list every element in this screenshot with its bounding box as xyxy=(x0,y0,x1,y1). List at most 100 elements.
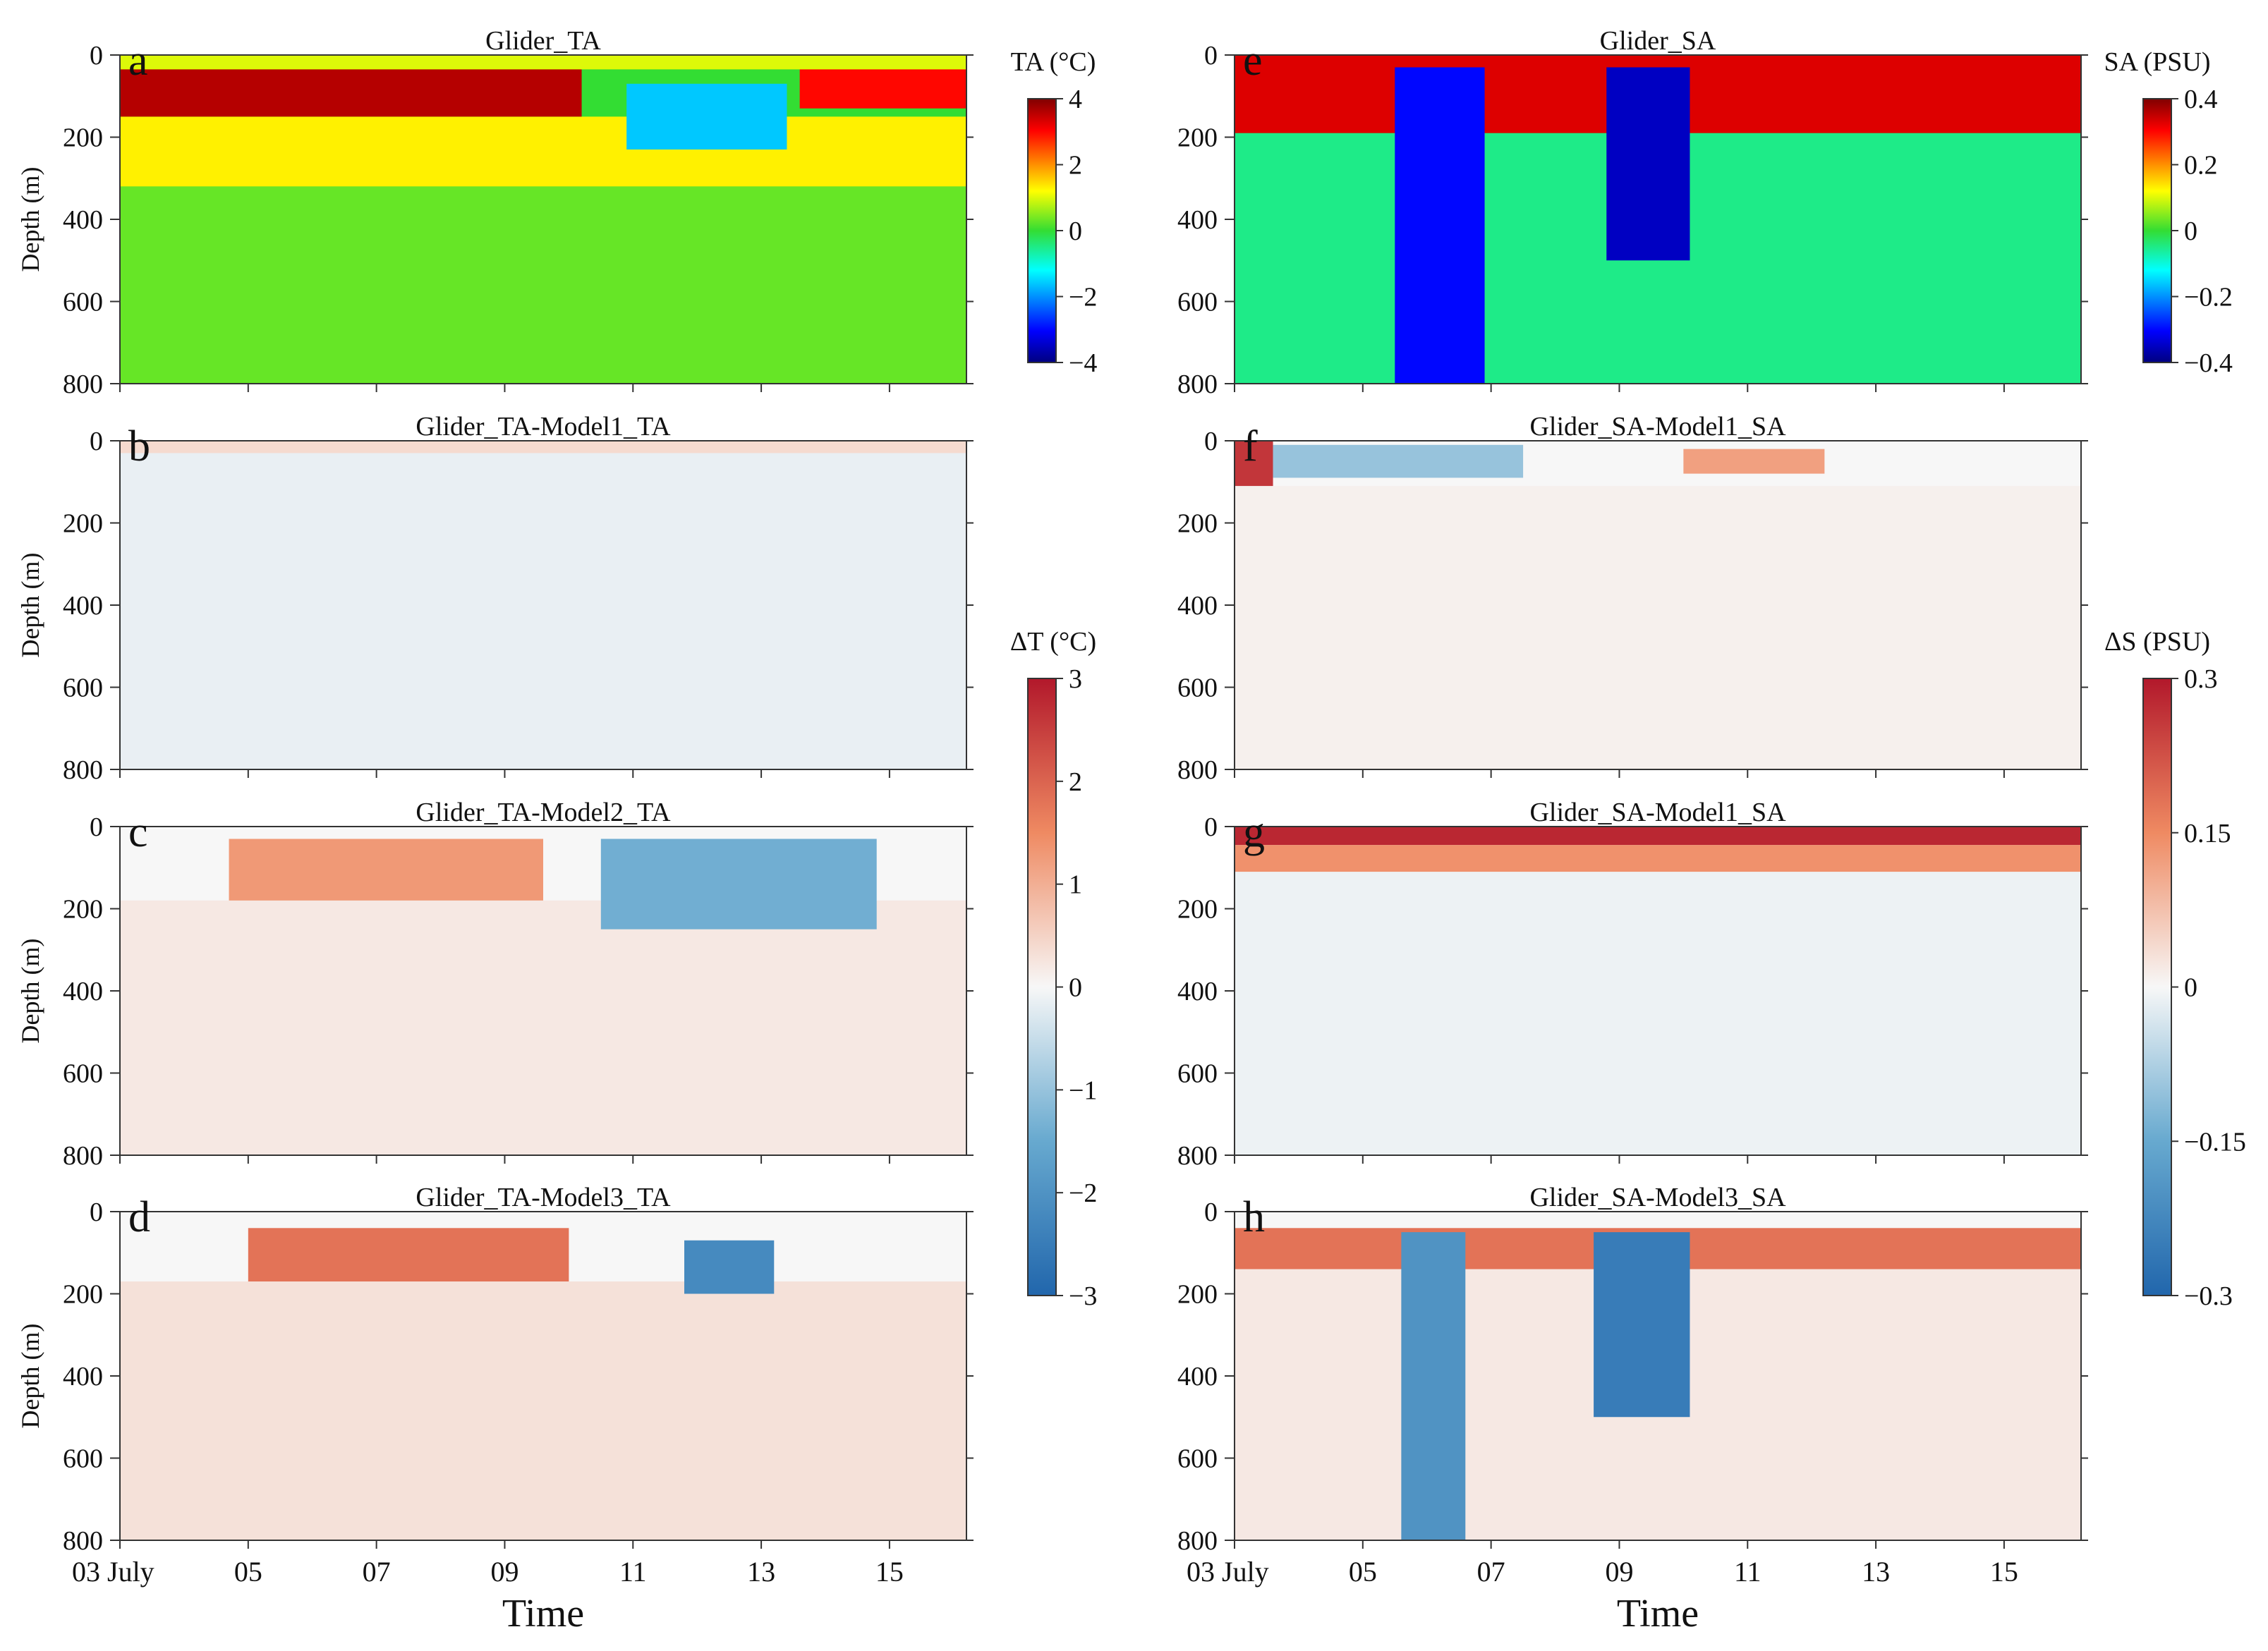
x-tick-label: 15 xyxy=(875,1556,904,1588)
heatmap-feature xyxy=(1401,1232,1466,1540)
x-tick-label: 09 xyxy=(1605,1556,1633,1588)
colorbar-label: TA (°C) xyxy=(1011,47,1096,77)
y-tick-label: 0 xyxy=(90,812,103,842)
x-tick-label: 07 xyxy=(1477,1556,1505,1588)
y-tick-label: 400 xyxy=(63,977,103,1006)
colorbar-label: ΔS (PSU) xyxy=(2104,627,2210,657)
y-tick-label: 400 xyxy=(63,205,103,235)
y-tick-label: 0 xyxy=(1204,427,1218,456)
y-tick-label: 600 xyxy=(1177,1444,1218,1474)
y-tick-label: 800 xyxy=(63,1141,103,1171)
panel-b: Glider_TA-Model1_TA b0 200 400 600 800 Depth (… xyxy=(16,412,974,785)
colorbar-tick-label: −0.4 xyxy=(2184,348,2233,378)
y-tick-label: 200 xyxy=(63,509,103,539)
heatmap-feature xyxy=(600,839,877,930)
heatmap-cells xyxy=(120,1212,966,1540)
y-tick-label: 0 xyxy=(90,41,103,71)
colorbar-tick-label: −1 xyxy=(1069,1076,1097,1105)
y-axis-label: Depth (m) xyxy=(16,167,44,272)
y-tick-label: 800 xyxy=(63,755,103,785)
colorbar-tick-label: 2 xyxy=(1069,767,1082,797)
colorbar-ramp xyxy=(2142,98,2172,363)
heatmap-feature xyxy=(1235,872,2081,1155)
heatmap-feature xyxy=(1683,449,1825,474)
colorbar-tick-label: 4 xyxy=(1069,85,1082,114)
panel-f: Glider_SA-Model1_SA f0 200 400 600 800 xyxy=(1177,412,2088,785)
colorbar-tick-label: 0.15 xyxy=(2184,819,2231,848)
y-tick-label: 800 xyxy=(1177,370,1218,399)
y-axis-label: Depth (m) xyxy=(16,1324,44,1429)
x-tick-label: 03 July xyxy=(1187,1556,1269,1588)
panel-title: Glider_SA-Model3_SA xyxy=(1529,1183,1786,1212)
heatmap-cells xyxy=(1235,55,2081,384)
heatmap-feature xyxy=(120,186,966,384)
heatmap-feature xyxy=(120,55,966,70)
heatmap-feature xyxy=(799,67,966,109)
panel-d: Glider_TA-Model3_TA d0 200 400 600 800 Depth (… xyxy=(16,1183,974,1635)
x-tick-label: 03 July xyxy=(72,1556,154,1588)
heatmap-feature xyxy=(684,1240,775,1294)
heatmap-feature xyxy=(1235,486,2081,769)
y-tick-label: 600 xyxy=(63,1059,103,1089)
panel-letter: f xyxy=(1243,422,1258,470)
heatmap-feature xyxy=(120,453,966,769)
heatmap-feature xyxy=(120,1281,966,1540)
y-tick-label: 0 xyxy=(1204,1198,1218,1227)
colorbar-label: ΔT (°C) xyxy=(1010,627,1096,657)
panel-letter: g xyxy=(1243,808,1265,856)
heatmap-feature xyxy=(1235,827,2081,846)
panel-letter: h xyxy=(1243,1193,1265,1241)
panel-g: Glider_SA-Model1_SA g0 200 400 600 800 xyxy=(1177,798,2088,1171)
colorbar-ta: TA (°C) 4 2 0 −2 −4 xyxy=(1011,47,1098,378)
heatmap-cells xyxy=(1235,1212,2081,1540)
y-tick-label: 200 xyxy=(63,123,103,153)
colorbar-tick-label: 1 xyxy=(1069,870,1082,900)
panel-letter: e xyxy=(1243,37,1263,85)
y-tick-label: 800 xyxy=(1177,1526,1218,1556)
heatmap-feature xyxy=(248,1228,569,1282)
heatmap-cells xyxy=(120,827,966,1155)
colorbar-tick-label: 3 xyxy=(1069,664,1082,694)
colorbar-tick-label: 0 xyxy=(2184,973,2197,1003)
panel-title: Glider_TA-Model2_TA xyxy=(416,798,671,827)
heatmap-cells xyxy=(120,441,966,769)
heatmap-feature xyxy=(1235,441,1273,487)
y-tick-label: 0 xyxy=(1204,812,1218,842)
colorbar-tick-label: −2 xyxy=(1069,283,1097,312)
y-tick-label: 400 xyxy=(1177,591,1218,621)
x-tick-label: 11 xyxy=(619,1556,647,1588)
y-tick-label: 200 xyxy=(1177,123,1218,153)
panel-title: Glider_SA-Model1_SA xyxy=(1529,412,1786,441)
panel-title: Glider_SA-Model1_SA xyxy=(1529,798,1786,827)
x-tick-label: 13 xyxy=(747,1556,775,1588)
panel-title: Glider_SA xyxy=(1600,26,1716,56)
colorbar-tick-label: 0 xyxy=(1069,973,1082,1003)
colorbar-tick-label: 0 xyxy=(2184,217,2197,246)
colorbar-tick-label: −0.15 xyxy=(2184,1127,2246,1157)
colorbar-tick-label: −0.2 xyxy=(2184,283,2233,312)
y-tick-label: 800 xyxy=(63,370,103,399)
colorbar-label: SA (PSU) xyxy=(2104,47,2211,77)
colorbar-tick-label: 0.2 xyxy=(2184,151,2218,181)
y-tick-label: 200 xyxy=(63,895,103,925)
heatmap-cells xyxy=(1235,441,2081,769)
panel-letter: d xyxy=(128,1193,150,1241)
panel-letter: c xyxy=(128,808,148,856)
y-tick-label: 0 xyxy=(1204,41,1218,71)
x-axis-label: Time xyxy=(502,1592,584,1635)
colorbar-tick-label: −4 xyxy=(1069,348,1097,378)
colorbar-dt: ΔT (°C) 3 2 1 0 −1 −2 −3 xyxy=(1010,627,1098,1311)
heatmap-feature xyxy=(1594,1232,1690,1418)
colorbar-ramp xyxy=(2142,678,2172,1296)
y-tick-label: 400 xyxy=(1177,205,1218,235)
y-tick-label: 600 xyxy=(1177,1059,1218,1089)
y-tick-label: 600 xyxy=(1177,288,1218,317)
heatmap-feature xyxy=(1606,67,1690,261)
y-tick-label: 600 xyxy=(63,674,103,703)
heatmap-feature xyxy=(1395,67,1485,384)
x-tick-label: 13 xyxy=(1862,1556,1890,1588)
y-tick-label: 800 xyxy=(1177,755,1218,785)
y-tick-label: 0 xyxy=(90,427,103,456)
